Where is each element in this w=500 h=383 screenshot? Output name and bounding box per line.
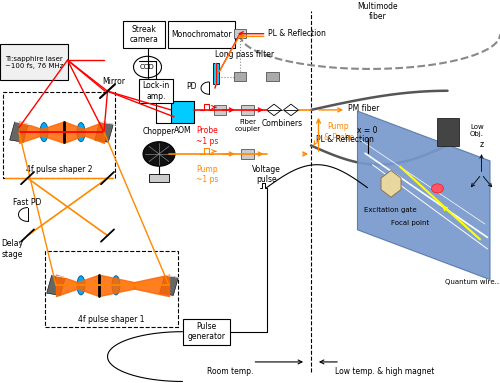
Text: Ti:sapphire laser
~100 fs, 76 MHz: Ti:sapphire laser ~100 fs, 76 MHz	[4, 56, 63, 69]
Polygon shape	[10, 122, 29, 142]
Ellipse shape	[112, 276, 120, 295]
Text: Pulse
generator: Pulse generator	[187, 322, 225, 341]
Bar	[241, 149, 254, 159]
Text: CCD: CCD	[140, 64, 155, 70]
Polygon shape	[94, 122, 114, 142]
Polygon shape	[160, 275, 178, 295]
Ellipse shape	[40, 123, 48, 142]
Bar	[214, 105, 226, 115]
Text: Pump
& Probe: Pump & Probe	[324, 123, 354, 142]
Bar	[436, 118, 458, 146]
Text: PM fiber: PM fiber	[348, 103, 380, 113]
Text: Room temp.: Room temp.	[207, 367, 253, 376]
Bar	[2, 92, 115, 178]
Text: z: z	[480, 141, 484, 149]
Bar	[139, 79, 173, 103]
Bar	[234, 29, 246, 38]
Bar	[213, 63, 219, 84]
Text: PL & Reflection: PL & Reflection	[316, 135, 374, 144]
Polygon shape	[358, 111, 490, 280]
Polygon shape	[266, 104, 281, 116]
Text: Long pass filter: Long pass filter	[215, 51, 274, 59]
Text: Combiners: Combiners	[262, 119, 303, 128]
Text: Fast PD: Fast PD	[14, 198, 42, 208]
Text: Fiber
coupler: Fiber coupler	[234, 119, 260, 132]
Text: Monochromator: Monochromator	[171, 30, 232, 39]
Bar	[149, 174, 169, 182]
Bar	[45, 251, 178, 327]
Bar	[168, 21, 235, 48]
Text: AOM: AOM	[174, 126, 191, 135]
Circle shape	[143, 142, 175, 166]
Polygon shape	[284, 104, 298, 116]
Circle shape	[432, 184, 444, 193]
Text: PL & Reflection: PL & Reflection	[268, 29, 326, 38]
Bar	[122, 21, 165, 48]
Text: Chopper: Chopper	[143, 127, 175, 136]
Text: Streak
camera: Streak camera	[130, 25, 158, 44]
Text: Mirror: Mirror	[102, 77, 126, 86]
Text: Low temp. & high magnet: Low temp. & high magnet	[336, 367, 434, 376]
Text: Excitation gate: Excitation gate	[364, 207, 416, 213]
Text: Quantum wire...: Quantum wire...	[445, 278, 500, 285]
Bar	[171, 101, 194, 123]
Text: Multimode
fiber: Multimode fiber	[357, 2, 398, 21]
Bar	[234, 72, 246, 81]
Ellipse shape	[77, 123, 85, 142]
Text: 4f pulse shaper 1: 4f pulse shaper 1	[78, 315, 144, 324]
Text: Probe
~1 ps: Probe ~1 ps	[196, 126, 218, 146]
Polygon shape	[46, 275, 66, 295]
Bar	[182, 319, 230, 345]
Text: Low
Obj.: Low Obj.	[470, 124, 484, 137]
Text: Pump
~1 ps: Pump ~1 ps	[196, 165, 218, 184]
Bar	[266, 72, 279, 81]
Polygon shape	[381, 170, 401, 197]
Text: PD: PD	[186, 82, 196, 91]
Bar	[241, 105, 254, 115]
Text: Lock-in
amp.: Lock-in amp.	[142, 81, 170, 101]
Circle shape	[134, 56, 162, 78]
Text: 4f pulse shaper 2: 4f pulse shaper 2	[26, 165, 92, 174]
Ellipse shape	[77, 276, 85, 295]
Bar	[0, 44, 68, 80]
Text: Voltage
pulse: Voltage pulse	[252, 165, 281, 184]
Text: Delay
stage: Delay stage	[2, 239, 24, 259]
Text: Focal point: Focal point	[391, 220, 429, 226]
Text: x = 0: x = 0	[357, 126, 378, 135]
